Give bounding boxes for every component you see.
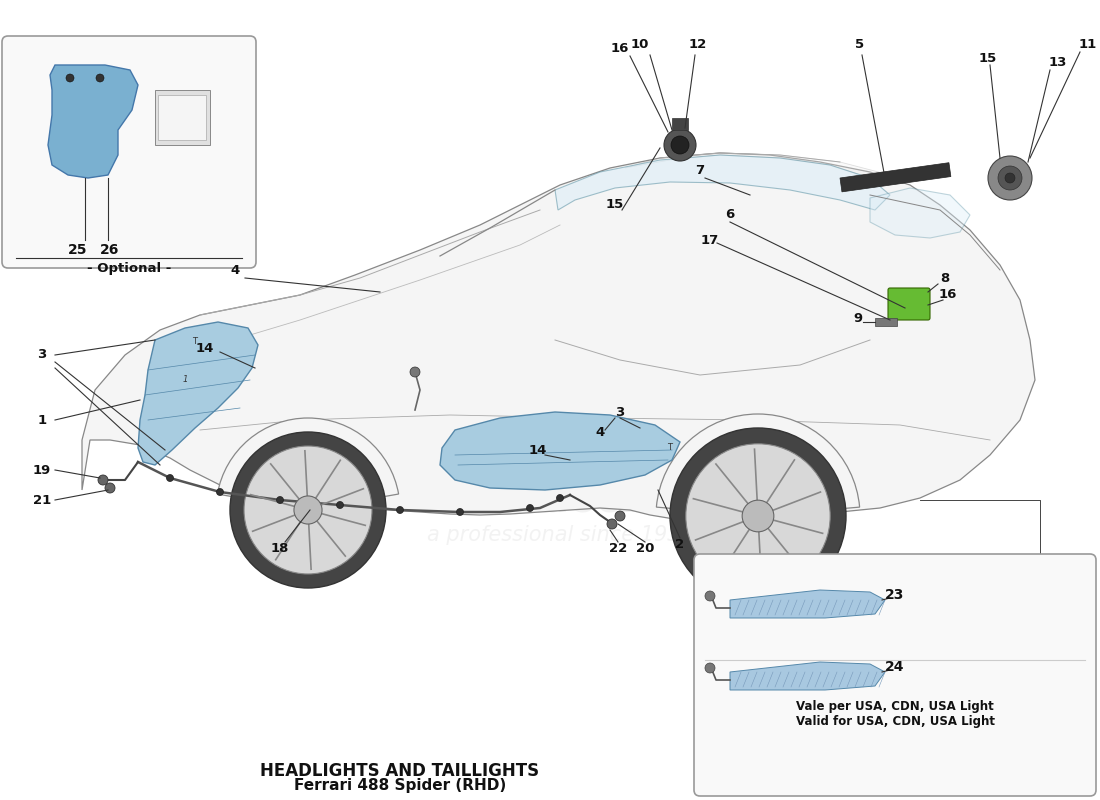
Text: 25: 25 <box>68 243 88 257</box>
Text: 3: 3 <box>615 406 625 418</box>
Circle shape <box>607 519 617 529</box>
Text: 2: 2 <box>675 538 684 551</box>
Circle shape <box>66 74 74 82</box>
Polygon shape <box>730 662 886 690</box>
Text: 4: 4 <box>595 426 605 438</box>
Text: Ferrari 488 Spider (RHD): Ferrari 488 Spider (RHD) <box>294 778 506 793</box>
Text: 23: 23 <box>886 588 904 602</box>
Polygon shape <box>625 153 890 178</box>
FancyBboxPatch shape <box>888 288 930 320</box>
Polygon shape <box>82 153 1035 522</box>
Circle shape <box>244 446 372 574</box>
Circle shape <box>1005 173 1015 183</box>
Bar <box>672 118 688 130</box>
Circle shape <box>705 591 715 601</box>
Circle shape <box>670 428 846 604</box>
Circle shape <box>456 509 463 515</box>
Text: 26: 26 <box>100 243 120 257</box>
Text: 17: 17 <box>701 234 719 246</box>
Text: 15: 15 <box>979 51 997 65</box>
Wedge shape <box>218 418 398 510</box>
Polygon shape <box>730 590 886 618</box>
Circle shape <box>988 156 1032 200</box>
Circle shape <box>557 494 563 502</box>
Text: a professional since 1935: a professional since 1935 <box>427 525 693 545</box>
Circle shape <box>410 367 420 377</box>
Circle shape <box>742 500 773 532</box>
Text: 5: 5 <box>856 38 865 51</box>
Text: 3: 3 <box>37 349 46 362</box>
Circle shape <box>294 496 322 524</box>
Circle shape <box>217 489 223 495</box>
Text: HEADLIGHTS AND TAILLIGHTS: HEADLIGHTS AND TAILLIGHTS <box>261 762 540 780</box>
Text: 13: 13 <box>1048 55 1067 69</box>
FancyBboxPatch shape <box>694 554 1096 796</box>
Circle shape <box>230 432 386 588</box>
Text: 12: 12 <box>689 38 707 51</box>
Text: 1: 1 <box>183 375 188 385</box>
Text: T: T <box>668 443 672 453</box>
Text: 7: 7 <box>695 163 705 177</box>
Text: 1: 1 <box>37 414 46 426</box>
Wedge shape <box>657 414 859 516</box>
Text: 14: 14 <box>196 342 214 354</box>
Polygon shape <box>138 322 258 465</box>
Polygon shape <box>48 65 138 178</box>
Text: Vale per USA, CDN, USA Light: Vale per USA, CDN, USA Light <box>796 700 994 713</box>
Text: 4: 4 <box>230 263 240 277</box>
Circle shape <box>671 136 689 154</box>
FancyBboxPatch shape <box>2 36 256 268</box>
Polygon shape <box>440 412 680 490</box>
Text: autodoc24: autodoc24 <box>444 481 675 519</box>
Polygon shape <box>870 188 970 238</box>
Text: Valid for USA, CDN, USA Light: Valid for USA, CDN, USA Light <box>795 715 994 728</box>
Circle shape <box>276 497 284 503</box>
Circle shape <box>98 475 108 485</box>
Text: 14: 14 <box>529 443 547 457</box>
Circle shape <box>664 129 696 161</box>
Text: 15: 15 <box>606 198 624 211</box>
Text: 9: 9 <box>854 311 862 325</box>
Bar <box>158 95 206 140</box>
Text: T: T <box>192 338 198 346</box>
Circle shape <box>104 483 116 493</box>
Bar <box>874 318 896 326</box>
Circle shape <box>705 663 715 673</box>
Circle shape <box>337 502 343 509</box>
Text: 18: 18 <box>271 542 289 554</box>
Polygon shape <box>556 155 890 210</box>
Text: 8: 8 <box>940 271 949 285</box>
Circle shape <box>527 505 534 511</box>
Circle shape <box>998 166 1022 190</box>
Circle shape <box>396 506 404 514</box>
Bar <box>840 162 950 192</box>
Text: 16: 16 <box>938 289 957 302</box>
Circle shape <box>166 474 174 482</box>
Bar <box>155 90 210 145</box>
Text: 21: 21 <box>33 494 51 506</box>
Circle shape <box>96 74 104 82</box>
Text: 24: 24 <box>886 660 904 674</box>
Text: 10: 10 <box>630 38 649 51</box>
Circle shape <box>685 444 830 588</box>
Text: 11: 11 <box>1079 38 1097 51</box>
Text: - Optional -: - Optional - <box>87 262 172 275</box>
Text: 22: 22 <box>609 542 627 554</box>
Text: 16: 16 <box>610 42 629 54</box>
Text: 19: 19 <box>33 463 51 477</box>
Text: 20: 20 <box>636 542 654 554</box>
Text: 6: 6 <box>725 209 735 222</box>
Circle shape <box>615 511 625 521</box>
